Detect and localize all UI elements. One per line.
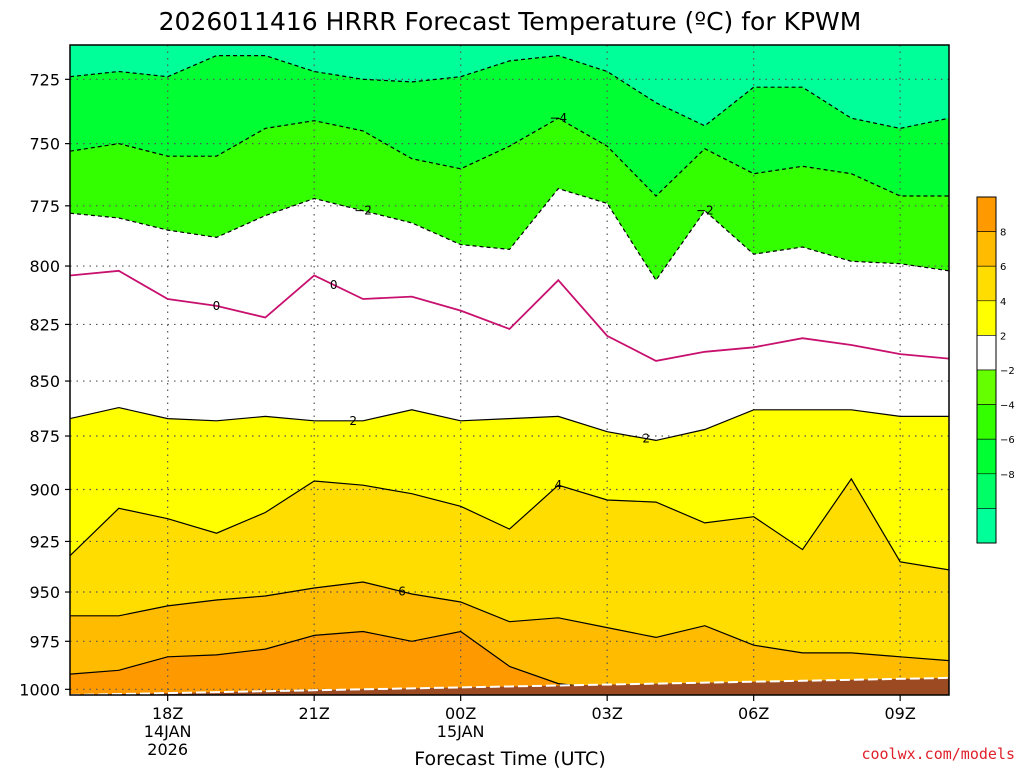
ground-line: [70, 676, 949, 695]
contour-label--2-1: −2: [696, 204, 714, 218]
x-tick-label-17-0: 09Z: [885, 704, 916, 723]
colorbar-label-4: −2: [1000, 366, 1015, 377]
colorbar-segment-2: [976, 438, 997, 475]
colorbar-frame: [976, 196, 997, 544]
colorbar-segment-5: [976, 335, 997, 371]
colorbar-label-0: 8: [1000, 228, 1006, 239]
temperature-fill-regions: [70, 45, 949, 695]
x-tick-label-2-2: 2026: [147, 740, 188, 759]
colorbar-segment-9: [976, 196, 997, 232]
x-tick-label-5-0: 21Z: [299, 704, 330, 723]
colorbar-label-6: −6: [1000, 435, 1015, 446]
contour-line-2: [70, 406, 949, 442]
colorbar-segment-6: [976, 300, 997, 336]
y-tick-label-950: 950: [29, 583, 60, 602]
contour-line-4: [70, 477, 949, 571]
x-tick-label-8-1: 15JAN: [437, 722, 485, 741]
colorbar-label-2: 4: [1000, 297, 1006, 308]
y-tick-label-750: 750: [29, 135, 60, 154]
y-tick-label-725: 725: [29, 70, 60, 89]
contour-line--2: [70, 187, 949, 282]
contour-line--4: [70, 117, 949, 197]
plot-frame: [69, 44, 950, 696]
contour-label-6-0: 6: [398, 585, 406, 599]
y-tick-label-850: 850: [29, 372, 60, 391]
contour-label-2-1: 2: [642, 432, 650, 446]
x-tick-label-2-1: 14JAN: [144, 722, 192, 741]
x-axis-label: Forecast Time (UTC): [414, 748, 605, 768]
x-tick-label-14-0: 06Z: [738, 704, 769, 723]
y-axis: 725 750 775 800 825 850 875 900 925 950 975 1000: [19, 70, 70, 699]
contour-label-4-0: 4: [555, 478, 563, 492]
colorbar-label-1: 6: [1000, 262, 1006, 273]
credit-text: coolwx.com/models: [861, 745, 1015, 763]
y-tick-label-800: 800: [29, 257, 60, 276]
contour-labels: −4 −2 −2 0 0 2 2 4 6: [213, 111, 714, 599]
x-tick-label-2-0: 18Z: [152, 704, 183, 723]
colorbar-segment-8: [976, 231, 997, 267]
contour-label-2-0: 2: [349, 414, 357, 428]
y-tick-label-875: 875: [29, 427, 60, 446]
colorbar-label-3: 2: [1000, 331, 1006, 342]
y-tick-label-825: 825: [29, 315, 60, 334]
colorbar-segment-1: [976, 473, 997, 509]
contour-line-6: [70, 581, 949, 662]
ground-surface: [70, 676, 949, 695]
colorbar-segment-7: [976, 265, 997, 302]
contour-line-0: [70, 269, 949, 362]
y-tick-label-900: 900: [29, 480, 60, 499]
colorbar-label-7: −8: [1000, 470, 1015, 481]
y-tick-label-775: 775: [29, 197, 60, 216]
contour-label-0-1: 0: [330, 278, 338, 292]
chart-title: 2026011416 HRRR Forecast Temperature (ºC…: [159, 7, 862, 36]
contour-label--2-0: −2: [354, 204, 372, 218]
x-tick-label-11-0: 03Z: [592, 704, 623, 723]
y-tick-label-975: 975: [29, 632, 60, 651]
x-tick-label-8-0: 00Z: [445, 704, 476, 723]
contour-label--4-0: −4: [549, 111, 567, 125]
fill-band-8: [70, 631, 949, 695]
colorbar-segment-0: [976, 508, 997, 544]
grid-lines: [70, 45, 949, 695]
y-tick-label-925: 925: [29, 532, 60, 551]
colorbar-segment-4: [976, 369, 997, 405]
contour-line--6: [70, 54, 949, 130]
colorbar-label-5: −4: [1000, 401, 1015, 412]
colorbar-legend: 8 6 4 2 −2 −4 −6 −8: [976, 196, 1015, 544]
contour-label-0-0: 0: [213, 299, 221, 313]
y-tick-label-1000: 1000: [19, 680, 60, 699]
colorbar-segment-3: [976, 404, 997, 440]
